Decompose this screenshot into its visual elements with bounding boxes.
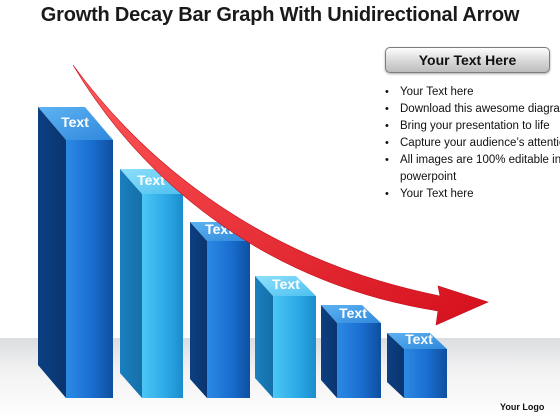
bar-4: Text bbox=[255, 276, 316, 398]
bullet-dot-icon: • bbox=[385, 120, 389, 132]
bar-1-label: Text bbox=[61, 114, 89, 130]
bullet-item: • Capture your audience’s attention bbox=[385, 135, 560, 152]
bullet-item: • Your Text here bbox=[385, 84, 560, 101]
logo-text: Your Logo bbox=[500, 402, 545, 412]
arrow-right-curved-icon bbox=[72, 64, 489, 326]
bar-4-label: Text bbox=[272, 276, 300, 292]
bar-5: Text bbox=[321, 305, 381, 398]
bullet-dot-icon: • bbox=[385, 154, 389, 166]
bullet-item: • Bring your presentation to life bbox=[385, 118, 560, 135]
bar-2: Text bbox=[120, 169, 183, 398]
bar-6-label: Text bbox=[405, 331, 433, 347]
bar-2-label: Text bbox=[137, 172, 165, 188]
bar-5-label: Text bbox=[339, 305, 367, 321]
bar-1: Text bbox=[38, 107, 113, 398]
bullet-item: • Download this awesome diagram bbox=[385, 101, 560, 118]
bullet-dot-icon: • bbox=[385, 188, 389, 200]
bullet-item: • All images are 100% editable in powerpo… bbox=[385, 154, 560, 183]
bullet-dot-icon: • bbox=[385, 137, 389, 149]
bullet-dot-icon: • bbox=[385, 103, 389, 115]
bar-6: Text bbox=[387, 331, 447, 398]
bullet-item: • Your Text here bbox=[385, 186, 560, 203]
bar-3: Text bbox=[190, 221, 250, 398]
bullet-list: • Your Text here • Download this awesome d… bbox=[382, 84, 560, 203]
page-title: Growth Decay Bar Graph With Unidirection… bbox=[40, 4, 520, 26]
side-panel-header: Your Text Here bbox=[385, 47, 550, 73]
bullet-dot-icon: • bbox=[385, 86, 389, 98]
